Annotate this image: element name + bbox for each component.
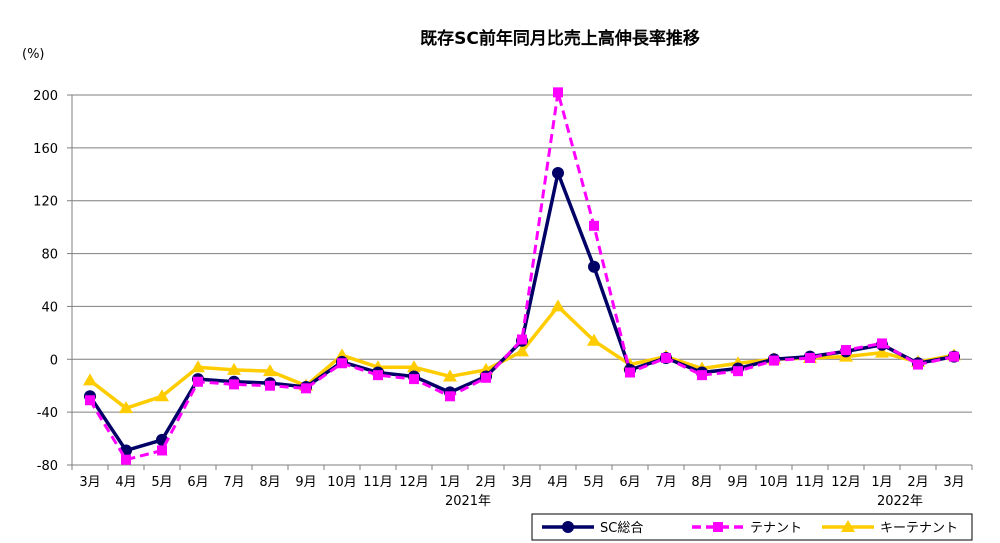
data-point-triangle [119, 401, 133, 414]
x-tick-label: 3月 [511, 475, 532, 490]
data-point-square [949, 351, 959, 362]
data-point-square [301, 383, 311, 394]
legend-label: キーテナント [880, 521, 958, 536]
x-tick-label: 4月 [547, 475, 568, 490]
data-point-triangle [515, 344, 529, 357]
x-tick-label: 2月 [907, 475, 928, 490]
data-point-square [229, 379, 239, 390]
series-line [88, 171, 955, 453]
y-tick-label: 80 [41, 248, 58, 263]
legend: SC総合 テナント キーテナント [531, 513, 973, 541]
data-point-square [625, 367, 635, 378]
data-point-square [337, 358, 347, 369]
data-point-triangle [587, 333, 601, 346]
data-point-square [769, 355, 779, 366]
data-point-square [733, 366, 743, 377]
data-point-square [265, 380, 275, 391]
data-point-circle [588, 260, 600, 273]
x-axis-ticks: 3月 4月 5月 6月 7月 8月 9月 10月 11月 12月 1月 2月 3月 4月 5月 6月 7月 8月 9… [71, 465, 973, 490]
x-tick-label: 1月 [871, 475, 892, 490]
data-point-triangle [155, 389, 169, 402]
data-point-circle [562, 521, 574, 533]
data-point-square [713, 522, 723, 532]
x-tick-label: 8月 [259, 475, 280, 490]
data-point-square [409, 374, 419, 385]
legend-item: テナント [692, 521, 802, 536]
x-tick-label: 2月 [475, 475, 496, 490]
y-tick-label: 120 [33, 195, 58, 210]
legend-item: SC総合 [542, 521, 643, 536]
data-point-square [481, 372, 491, 383]
y-tick-label: -80 [37, 459, 58, 474]
y-axis-ticks: -80 -40 0 40 80 120 160 200 [33, 89, 72, 474]
x-tick-label: 8月 [691, 475, 712, 490]
data-point-square [661, 352, 671, 363]
data-point-square [445, 391, 455, 402]
y-tick-label: 160 [33, 142, 58, 157]
plot-area [71, 95, 972, 466]
x-tick-label: 7月 [655, 475, 676, 490]
series-layer [83, 87, 961, 465]
y-tick-label: 40 [41, 300, 58, 315]
data-point-circle [552, 166, 564, 179]
series-1 [84, 166, 960, 457]
legend-label: SC総合 [600, 521, 643, 536]
x-tick-label: 7月 [223, 475, 244, 490]
x-tick-label: 12月 [399, 475, 429, 490]
y-tick-label: -40 [37, 406, 58, 421]
data-point-square [805, 352, 815, 363]
x-tick-label: 12月 [831, 475, 861, 490]
chart-title: 既存SC前年同月比売上高伸長率推移 [420, 28, 700, 49]
series-line [88, 304, 955, 410]
y-tick-label: 0 [50, 353, 58, 368]
x-tick-label: 9月 [727, 475, 748, 490]
x-tick-label: 1月 [439, 475, 460, 490]
legend-label: テナント [750, 521, 802, 536]
series-3 [83, 299, 961, 414]
x-tick-label: 4月 [115, 475, 136, 490]
x-tick-label: 9月 [295, 475, 316, 490]
data-point-triangle [443, 369, 457, 382]
data-point-triangle [841, 520, 855, 532]
data-point-triangle [191, 360, 205, 373]
year-label: 2022年 [877, 494, 923, 509]
data-point-square [913, 359, 923, 370]
x-tick-label: 11月 [363, 475, 393, 490]
data-point-triangle [875, 345, 889, 358]
x-tick-label: 6月 [187, 475, 208, 490]
x-tick-label: 11月 [795, 475, 825, 490]
data-point-triangle [551, 299, 565, 312]
series-2 [85, 87, 959, 465]
data-point-triangle [263, 364, 277, 377]
year-label: 2021年 [445, 494, 491, 509]
data-point-triangle [407, 360, 421, 373]
data-point-square [517, 334, 527, 345]
data-point-square [697, 370, 707, 381]
x-tick-label: 10月 [327, 475, 357, 490]
x-tick-label: 5月 [151, 475, 172, 490]
data-point-square [841, 345, 851, 356]
year-labels: 2021年 2022年 [445, 494, 923, 509]
data-point-square [589, 220, 599, 231]
x-tick-label: 5月 [583, 475, 604, 490]
x-tick-label: 6月 [619, 475, 640, 490]
x-tick-label: 3月 [943, 475, 964, 490]
data-point-square [157, 445, 167, 456]
data-point-square [553, 87, 563, 98]
gridlines [72, 94, 972, 413]
y-axis-label: (%) [22, 47, 45, 62]
data-point-square [121, 454, 131, 465]
legend-box [531, 513, 973, 541]
data-point-square [193, 376, 203, 387]
data-point-triangle [83, 373, 97, 386]
x-tick-label: 3月 [79, 475, 100, 490]
data-point-square [877, 338, 887, 349]
legend-item: キーテナント [822, 520, 958, 536]
data-point-triangle [227, 362, 241, 375]
x-tick-label: 10月 [759, 475, 789, 490]
data-point-square [373, 370, 383, 381]
data-point-square [85, 395, 95, 406]
y-tick-label: 200 [33, 89, 58, 104]
